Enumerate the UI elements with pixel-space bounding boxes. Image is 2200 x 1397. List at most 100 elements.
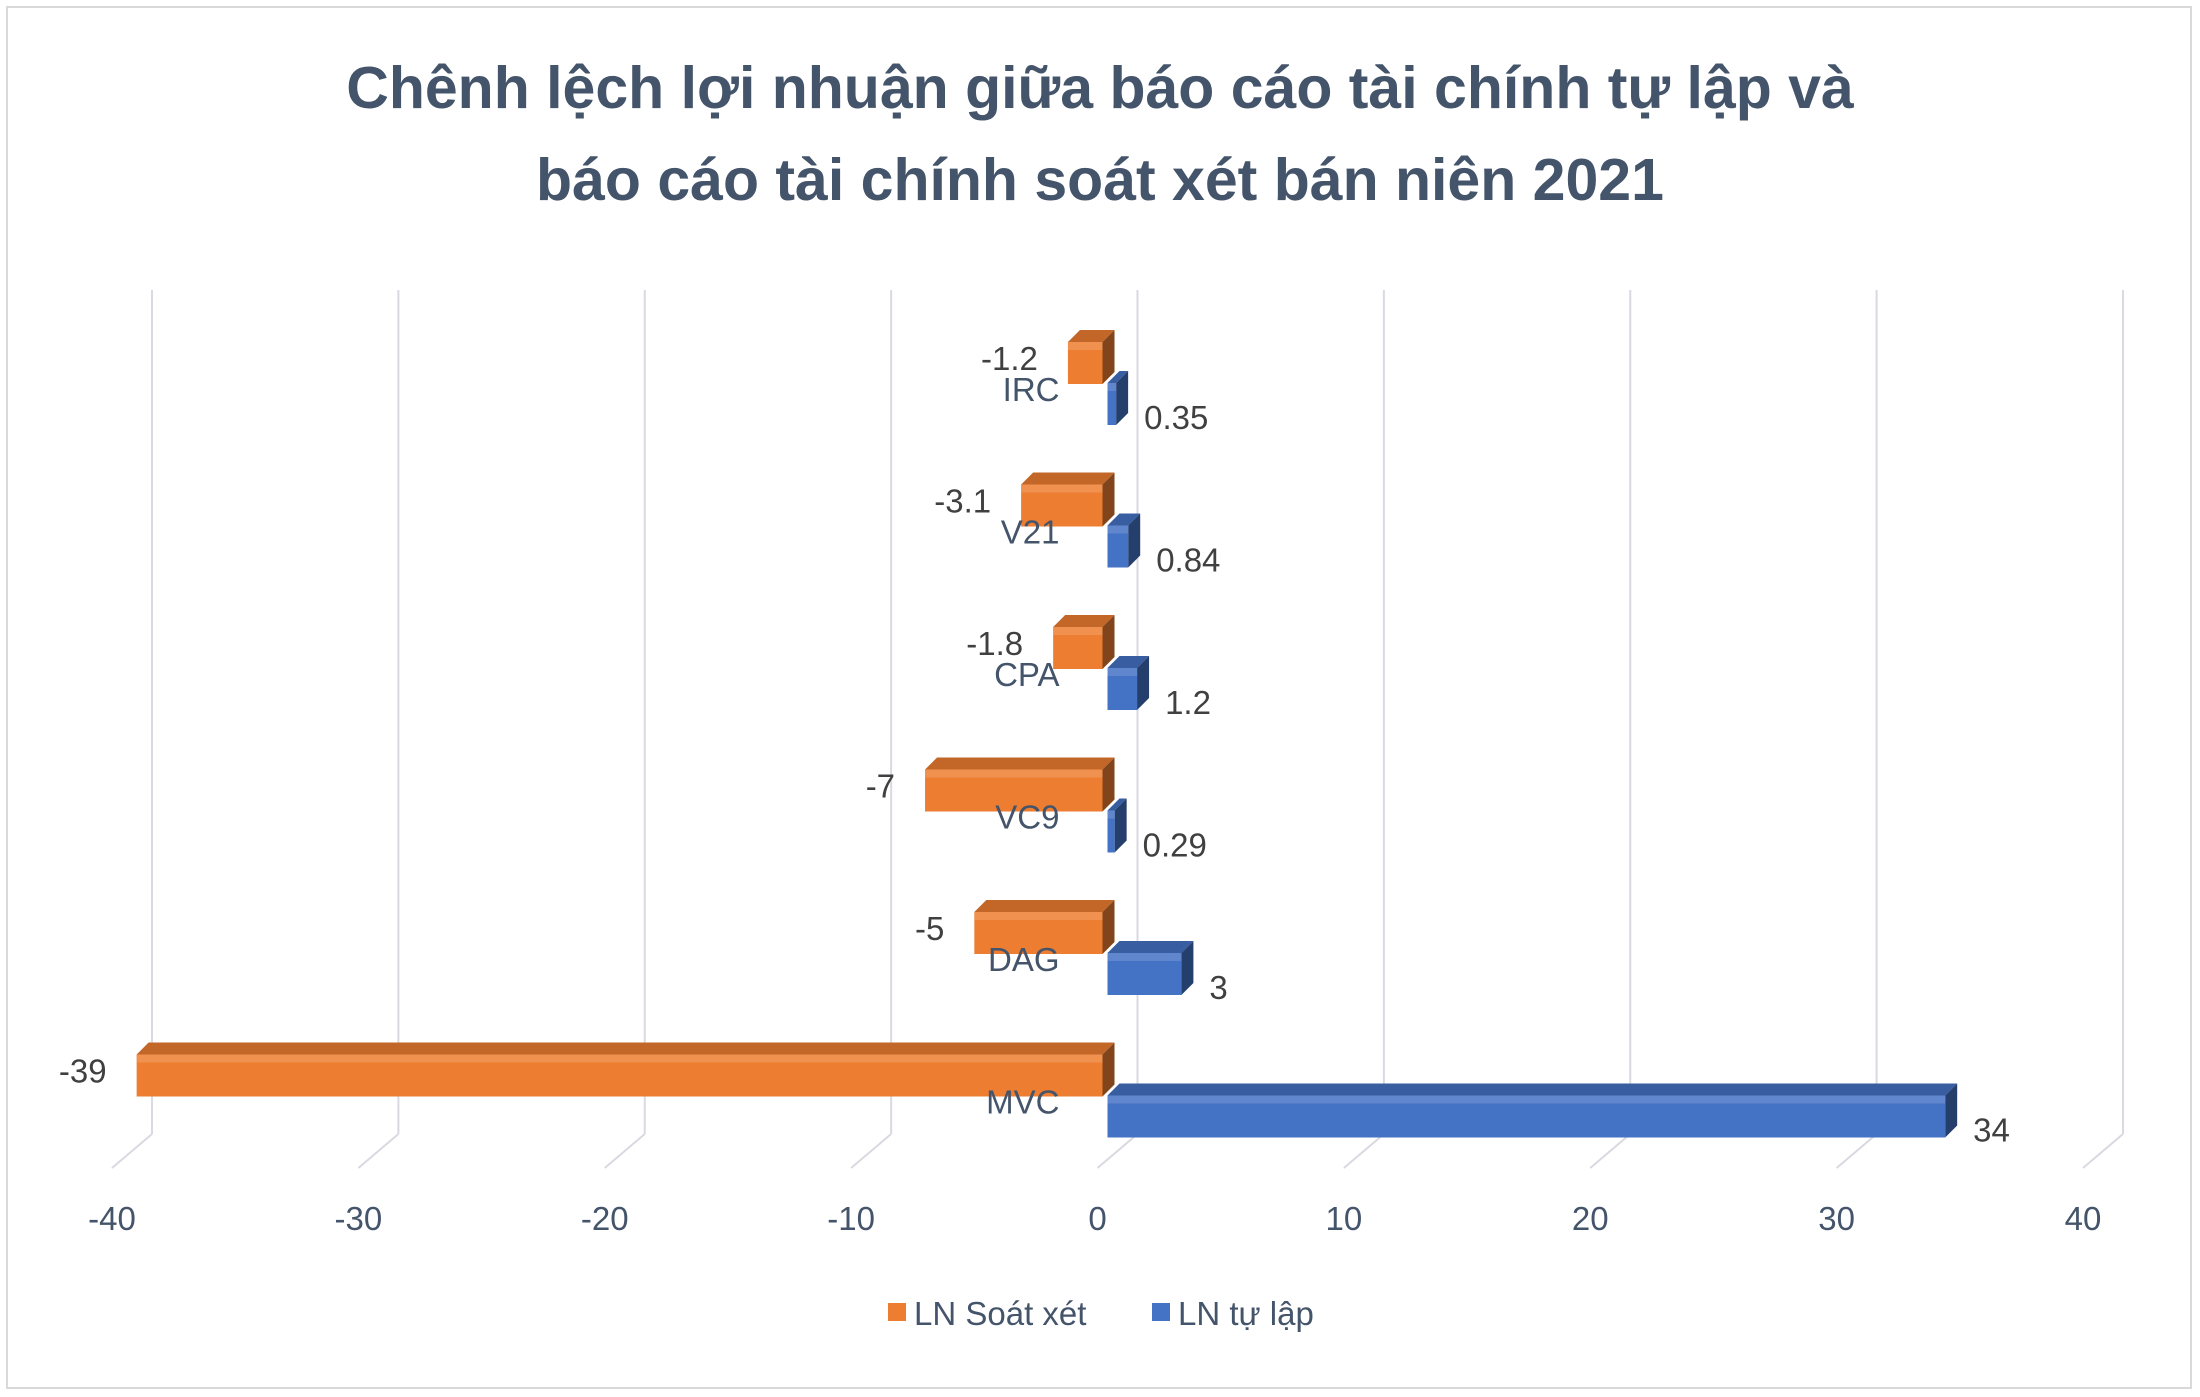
- bar-highlight: [1107, 1095, 1946, 1104]
- data-label-ln-soat-xet: -7: [866, 768, 895, 805]
- bar-side-face: [1945, 1083, 1958, 1138]
- legend-label: LN Soát xét: [914, 1295, 1086, 1332]
- bar-side-face: [1102, 757, 1115, 812]
- data-label-ln-tu-lap: 0.29: [1143, 827, 1207, 864]
- gridline-floor: [850, 1133, 892, 1169]
- category-label: MVC: [986, 1084, 1059, 1121]
- category-labels: IRC V21 CPA VC9 DAG MVC: [986, 371, 1059, 1121]
- x-tick-label: -40: [88, 1200, 136, 1237]
- category-label: IRC: [1003, 371, 1060, 408]
- bar-side-face: [1128, 513, 1141, 568]
- bar-top-face: [1107, 941, 1194, 953]
- x-tick-label: 20: [1572, 1200, 1609, 1237]
- gridline-floor: [604, 1133, 646, 1169]
- gridline-floor: [1835, 1133, 1878, 1169]
- bar-ln-tu-lap: [1107, 941, 1194, 995]
- gridline-floor: [1343, 1133, 1385, 1169]
- x-tick-label: 0: [1088, 1200, 1106, 1237]
- bar-front-face: [1107, 810, 1115, 853]
- legend-swatch: [1152, 1303, 1170, 1321]
- bar-front-face: [1107, 383, 1117, 425]
- data-label-ln-soat-xet: -39: [59, 1053, 107, 1090]
- x-tick-label: 10: [1326, 1200, 1363, 1237]
- bar-side-face: [1102, 330, 1115, 384]
- bar-top-face: [136, 1042, 1115, 1055]
- data-labels: -1.2 0.35 -3.1 0.84 -1.8 1.2 -7 0.29 -5 3 -39 34: [59, 340, 2010, 1149]
- bar-side-face: [1102, 615, 1115, 669]
- bar-highlight: [974, 912, 1103, 920]
- chart-title-line-2: báo cáo tài chính soát xét bán niên 2021: [536, 147, 1664, 213]
- bars: [136, 330, 1958, 1138]
- bar-ln-soat-xet: [1067, 330, 1115, 384]
- bar-ln-soat-xet: [1053, 615, 1115, 669]
- bar-highlight: [1107, 810, 1115, 819]
- bar-top-face: [1107, 798, 1127, 811]
- bar-top-face: [1107, 371, 1129, 383]
- bar-top-face: [1107, 656, 1150, 668]
- gridline-floor: [2082, 1133, 2124, 1169]
- data-label-ln-tu-lap: 3: [1209, 969, 1227, 1006]
- gridline-floor: [1096, 1133, 1139, 1169]
- bar-top-face: [1067, 330, 1115, 342]
- bar-front-face: [1107, 525, 1129, 568]
- data-label-ln-soat-xet: -1.2: [981, 340, 1038, 377]
- bar-top-face: [925, 757, 1115, 770]
- bar-highlight: [1107, 383, 1117, 391]
- bar-side-face: [1181, 941, 1194, 995]
- bar-highlight: [1053, 627, 1103, 635]
- bar-highlight: [1107, 953, 1182, 961]
- bar-top-face: [1053, 615, 1115, 627]
- category-label: V21: [1001, 514, 1060, 551]
- bar-highlight: [136, 1054, 1103, 1063]
- x-tick-label: -20: [581, 1200, 629, 1237]
- bar-highlight: [1021, 484, 1103, 493]
- bar-ln-tu-lap: [1107, 798, 1127, 853]
- x-tick-label: 40: [2065, 1200, 2102, 1237]
- category-label: CPA: [994, 656, 1059, 693]
- bar-ln-soat-xet: [1021, 472, 1115, 527]
- bar-highlight: [1067, 342, 1103, 350]
- data-label-ln-tu-lap: 0.35: [1144, 399, 1208, 436]
- legend-item-ln-tu-lap: LN tự lập: [1152, 1295, 1314, 1332]
- legend-item-ln-soat-xet: LN Soát xét: [888, 1295, 1086, 1332]
- bar-top-face: [1107, 1083, 1958, 1096]
- data-label-ln-soat-xet: -3.1: [934, 483, 991, 520]
- legend-swatch: [888, 1303, 906, 1321]
- legend-label: LN tự lập: [1178, 1295, 1314, 1332]
- data-label-ln-tu-lap: 0.84: [1156, 542, 1220, 579]
- gridline-floor: [1589, 1133, 1631, 1169]
- category-label: VC9: [995, 799, 1059, 836]
- x-tick-label: -30: [335, 1200, 383, 1237]
- bar-ln-tu-lap: [1107, 371, 1129, 425]
- bar-side-face: [1102, 1042, 1115, 1097]
- bar-side-face: [1102, 900, 1115, 954]
- bar-ln-tu-lap: [1107, 513, 1141, 568]
- gridline-floor: [111, 1133, 153, 1169]
- bar-highlight: [1107, 525, 1129, 534]
- bar-side-face: [1137, 656, 1150, 710]
- bar-highlight: [925, 769, 1103, 778]
- bar-side-face: [1102, 472, 1115, 527]
- data-label-ln-soat-xet: -5: [915, 910, 944, 947]
- x-tick-label: 30: [1818, 1200, 1855, 1237]
- bar-side-face: [1116, 371, 1129, 425]
- data-label-ln-tu-lap: 1.2: [1165, 684, 1211, 721]
- bar-top-face: [1107, 513, 1141, 526]
- category-label: DAG: [988, 941, 1060, 978]
- bar-highlight: [1107, 668, 1138, 676]
- legend: LN Soát xét LN tự lập: [888, 1295, 1314, 1332]
- data-label-ln-tu-lap: 34: [1973, 1112, 2010, 1149]
- bar-ln-tu-lap: [1107, 1083, 1958, 1138]
- bar-side-face: [1114, 798, 1127, 853]
- data-label-ln-soat-xet: -1.8: [966, 625, 1023, 662]
- x-axis-ticks: -40 -30 -20 -10 0 10 20 30 40: [88, 1200, 2101, 1237]
- bar-ln-tu-lap: [1107, 656, 1150, 710]
- gridline-floor: [357, 1133, 400, 1169]
- bar-ln-soat-xet: [925, 757, 1115, 812]
- chart-title-line-1: Chênh lệch lợi nhuận giữa báo cáo tài ch…: [346, 55, 1854, 121]
- chart-title: Chênh lệch lợi nhuận giữa báo cáo tài ch…: [346, 55, 1854, 213]
- bar-ln-soat-xet: [974, 900, 1115, 954]
- bar-top-face: [974, 900, 1115, 912]
- bar-ln-soat-xet: [136, 1042, 1115, 1097]
